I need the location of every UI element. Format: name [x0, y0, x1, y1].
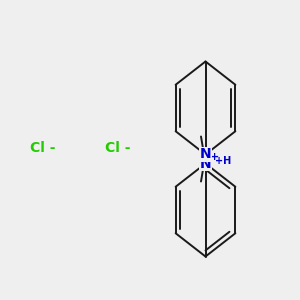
Text: Cl -: Cl -: [105, 142, 130, 155]
Text: N: N: [200, 157, 211, 170]
Text: +H: +H: [215, 155, 231, 166]
Text: +: +: [210, 152, 219, 162]
Text: N: N: [200, 148, 211, 161]
Text: Cl -: Cl -: [30, 142, 56, 155]
